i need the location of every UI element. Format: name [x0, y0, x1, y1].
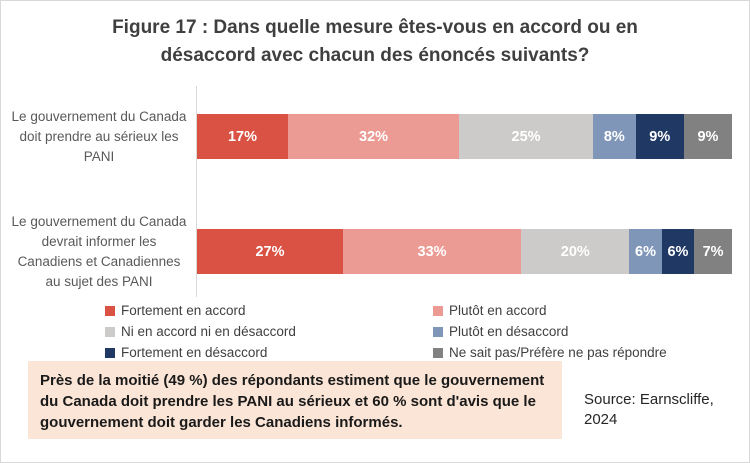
data-label: 9%	[697, 128, 719, 145]
legend-item-ne-sait-pas: Ne sait pas/Préfère ne pas répondre	[433, 342, 667, 363]
annotation-text: Près de la moitié (49 %) des répondants …	[40, 372, 545, 431]
data-label: 33%	[417, 243, 447, 260]
data-label: 32%	[359, 128, 389, 145]
bar-segment-plutot-en-accord: 33%	[342, 229, 522, 274]
legend: Fortement en accord Ni en accord ni en dé…	[105, 300, 667, 363]
legend-item-fortement-en-accord: Fortement en accord	[105, 300, 433, 321]
legend-swatch-icon	[105, 326, 115, 337]
bar-segment-plutot-en-desaccord: 8%	[592, 114, 636, 159]
bar-row: Le gouvernement du Canada doit prendre a…	[1, 109, 733, 164]
source-text: Source: Earnscliffe, 2024	[584, 391, 714, 428]
chart-title: Figure 17 : Dans quelle mesure êtes-vous…	[1, 14, 749, 70]
bar-segment-ni-accord-ni-desaccord: 25%	[459, 114, 593, 159]
stacked-bar: 27% 33% 20% 6% 6% 7%	[197, 229, 732, 274]
legend-swatch-icon	[433, 347, 443, 358]
legend-label: Ni en accord ni en désaccord	[121, 324, 296, 339]
legend-item-ni-accord-ni-desaccord: Ni en accord ni en désaccord	[105, 321, 433, 342]
data-label: 20%	[560, 243, 590, 260]
bar-segment-fortement-en-desaccord: 9%	[635, 114, 684, 159]
y-axis-line	[196, 86, 197, 297]
category-label: Le gouvernement du Canada doit prendre a…	[11, 108, 187, 164]
bar-segment-ne-sait-pas: 9%	[683, 114, 733, 159]
chart-title-text: Figure 17 : Dans quelle mesure êtes-vous…	[112, 17, 638, 66]
legend-swatch-icon	[433, 326, 443, 337]
data-label: 7%	[702, 243, 724, 260]
data-label: 6%	[667, 243, 689, 260]
bar-segment-fortement-en-accord: 27%	[197, 229, 343, 274]
legend-item-fortement-en-desaccord: Fortement en désaccord	[105, 342, 433, 363]
bar-segment-plutot-en-accord: 32%	[287, 114, 460, 159]
bar-segment-ni-accord-ni-desaccord: 20%	[521, 229, 630, 274]
legend-label: Fortement en désaccord	[121, 345, 268, 360]
bar-segment-plutot-en-desaccord: 6%	[629, 229, 662, 274]
bar-segment-fortement-en-accord: 17%	[197, 114, 288, 159]
legend-label: Ne sait pas/Préfère ne pas répondre	[449, 345, 667, 360]
data-label: 17%	[227, 128, 257, 145]
legend-label: Plutôt en désaccord	[449, 324, 569, 339]
legend-item-plutot-en-accord: Plutôt en accord	[433, 300, 667, 321]
legend-swatch-icon	[433, 305, 443, 316]
data-label: 9%	[649, 128, 671, 145]
category-label: Le gouvernement du Canada devrait inform…	[11, 213, 187, 289]
legend-swatch-icon	[105, 305, 115, 316]
bar-segment-fortement-en-desaccord: 6%	[661, 229, 695, 274]
legend-swatch-icon	[105, 347, 115, 358]
data-label: 27%	[255, 243, 285, 260]
annotation-box: Près de la moitié (49 %) des répondants …	[28, 361, 562, 439]
data-label: 6%	[635, 243, 656, 260]
bar-segment-ne-sait-pas: 7%	[694, 229, 732, 274]
legend-item-plutot-en-desaccord: Plutôt en désaccord	[433, 321, 667, 342]
data-label: 8%	[603, 128, 625, 145]
legend-label: Fortement en accord	[121, 303, 246, 318]
stacked-bar: 17% 32% 25% 8% 9% 9%	[197, 114, 733, 159]
bar-row: Le gouvernement du Canada devrait inform…	[1, 214, 732, 289]
legend-label: Plutôt en accord	[449, 303, 547, 318]
data-label: 25%	[511, 128, 541, 145]
